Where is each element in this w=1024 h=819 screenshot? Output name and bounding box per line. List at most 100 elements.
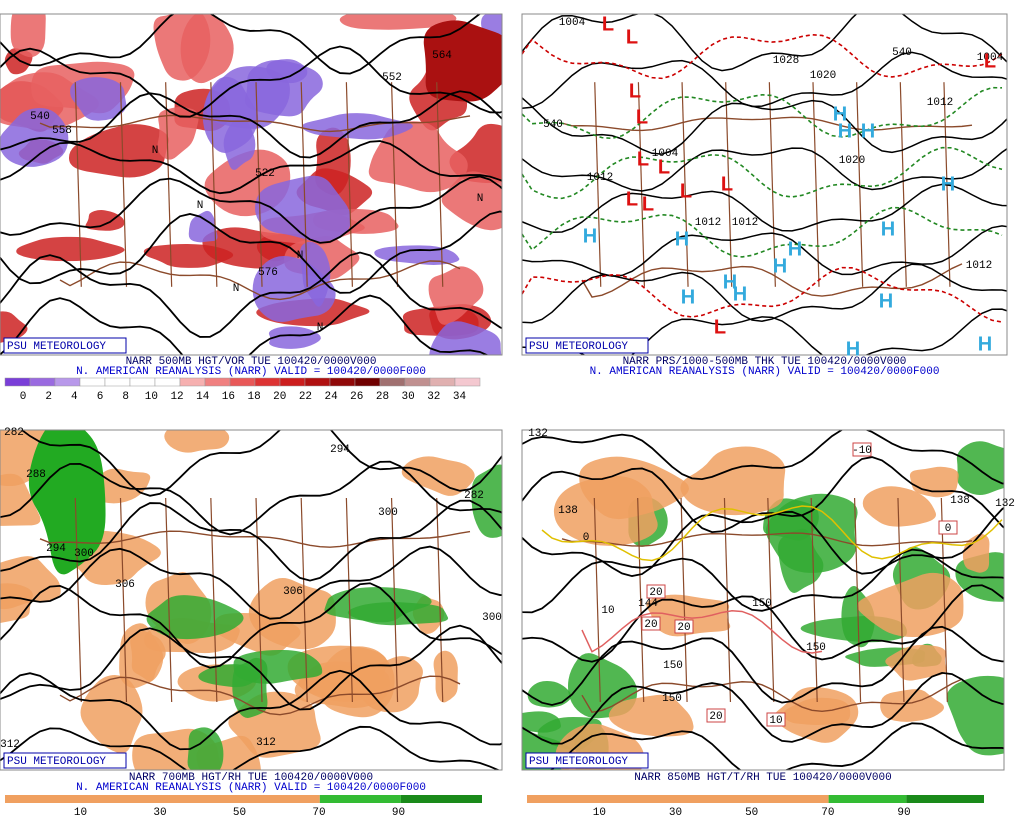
contour-line <box>522 14 1007 72</box>
boxed-label: 20 <box>677 622 690 634</box>
state-line <box>723 497 732 703</box>
state-line <box>899 82 907 287</box>
contour-line <box>522 225 1007 277</box>
subcaption: N. AMERICAN REANALYSIS (NARR) VALID = 10… <box>590 366 940 378</box>
shaded-area <box>774 686 859 743</box>
shaded-area <box>680 446 786 516</box>
shaded-area <box>646 594 731 637</box>
color-swatch <box>229 377 256 387</box>
scale-label: 50 <box>233 807 246 819</box>
label-box <box>852 442 872 457</box>
shaded-area <box>153 14 211 81</box>
scale-label: 20 <box>273 391 286 403</box>
coast-line <box>59 675 461 716</box>
panel-frame <box>521 429 1005 771</box>
state-line <box>390 497 399 703</box>
contour-label: 540 <box>892 47 912 59</box>
boxed-label: 10 <box>769 715 782 727</box>
contour-line <box>522 625 1004 706</box>
scale-label: 14 <box>196 391 210 403</box>
color-swatch <box>304 377 331 387</box>
contour-line <box>522 183 1007 234</box>
shaded-area <box>254 175 351 242</box>
contour-label: 282 <box>4 427 24 439</box>
contour-label: 522 <box>255 168 275 180</box>
thickness-line <box>522 33 1003 80</box>
contour-label: 306 <box>115 579 135 591</box>
contour-line <box>522 51 1007 110</box>
contour-line <box>0 725 501 770</box>
scale-label: 24 <box>325 391 339 403</box>
contour-label: 288 <box>26 469 46 481</box>
state-line <box>637 497 645 703</box>
watermark: PSU METEOROLOGY <box>529 756 628 768</box>
color-swatch <box>179 377 206 387</box>
color-swatch <box>29 377 56 387</box>
color-swatch <box>354 377 381 387</box>
shaded-area <box>248 578 336 650</box>
shaded-area <box>608 694 694 737</box>
shaded-area <box>244 60 323 117</box>
pressure-center: L <box>680 180 692 202</box>
contour-label: 150 <box>663 660 683 672</box>
state-line <box>593 497 601 703</box>
panel-frame <box>0 13 503 356</box>
state-line <box>767 497 775 703</box>
contour-label: 144 <box>638 598 658 610</box>
state-line <box>345 82 353 287</box>
contour-label: 294 <box>46 543 66 555</box>
color-swatch <box>5 795 320 803</box>
shaded-area <box>223 118 256 170</box>
label-box <box>646 584 666 599</box>
contour-label: 300 <box>74 548 94 560</box>
color-swatch <box>104 377 131 387</box>
shaded-area <box>339 14 457 30</box>
contour-label: 282 <box>464 490 484 502</box>
map-panel <box>0 14 502 355</box>
scale-label: 18 <box>247 391 260 403</box>
scale-label: 0 <box>20 391 27 403</box>
state-line <box>436 82 444 287</box>
map-panel <box>522 430 1004 770</box>
color-swatch <box>379 377 406 387</box>
boxed-label: 20 <box>649 587 662 599</box>
state-line <box>897 497 905 703</box>
contour-label: 558 <box>52 125 72 137</box>
watermark-box <box>525 337 649 354</box>
contour-line <box>522 548 1004 614</box>
scale-label: 70 <box>312 807 325 819</box>
color-swatch <box>404 377 431 387</box>
color-swatch <box>254 377 281 387</box>
scale-label: 26 <box>350 391 363 403</box>
pressure-center: L <box>984 50 996 72</box>
shaded-area <box>301 113 413 140</box>
scale-label: 34 <box>453 391 467 403</box>
scale-label: 32 <box>427 391 440 403</box>
shaded-area <box>0 311 28 343</box>
contour-label: 132 <box>528 428 548 440</box>
color-swatch <box>54 377 81 387</box>
pressure-center: L <box>626 26 638 48</box>
label-box <box>766 712 786 727</box>
panel-frame <box>521 13 1008 356</box>
contour-line <box>522 671 1004 745</box>
contour-line <box>0 499 502 582</box>
scale-label: 10 <box>593 807 606 819</box>
contour-label: N <box>297 250 304 262</box>
contour-line <box>0 624 502 711</box>
shaded-area <box>187 727 224 770</box>
contour-line <box>522 430 1004 485</box>
watermark-box <box>3 337 127 354</box>
state-line <box>255 497 263 703</box>
contour-label: 138 <box>558 505 578 517</box>
contour-label: 1012 <box>587 172 613 184</box>
pressure-center: H <box>838 120 852 142</box>
state-line <box>810 497 818 703</box>
thickness-line <box>522 206 1003 258</box>
watermark: PSU METEOROLOGY <box>7 756 106 768</box>
contour-line <box>522 308 1007 355</box>
caption: NARR 700MB HGT/RH TUE 100420/0000V000 <box>129 772 373 784</box>
contour-label: 1012 <box>966 260 992 272</box>
contour-line <box>549 722 1004 770</box>
